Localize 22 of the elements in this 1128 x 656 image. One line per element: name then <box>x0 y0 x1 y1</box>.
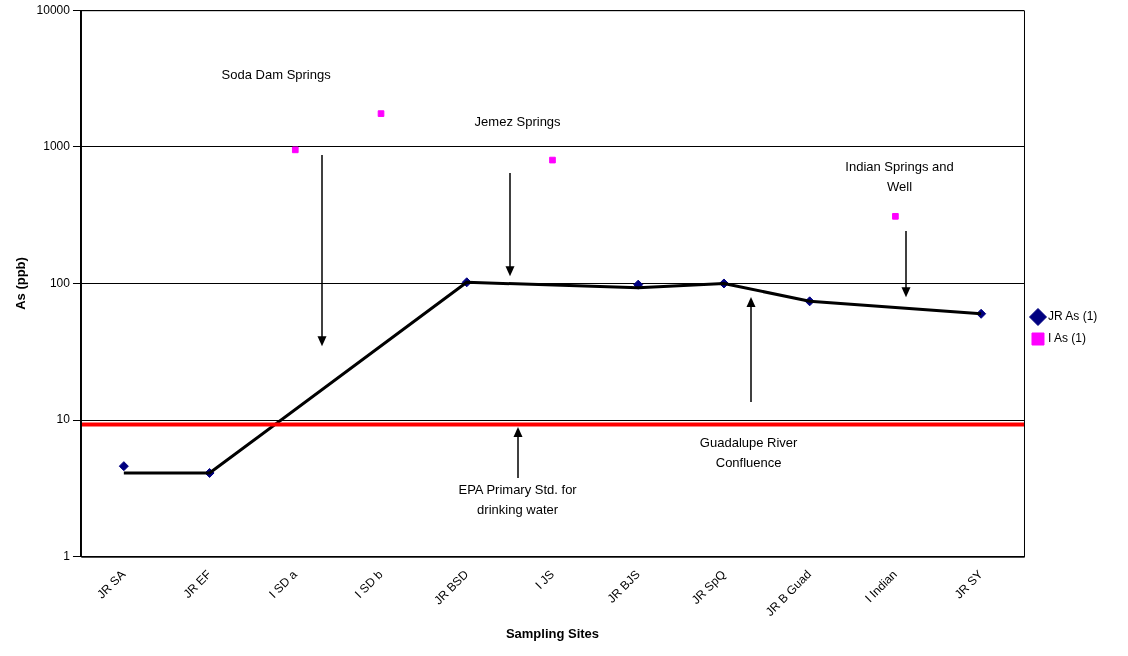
x-axis-title: Sampling Sites <box>505 625 600 641</box>
y-tick-label: 1000 <box>43 139 71 154</box>
legend-label: I As (1) <box>1048 331 1087 346</box>
legend-label: JR As (1) <box>1048 309 1098 324</box>
x-tick-label: I JS <box>532 567 557 592</box>
y-axis-title: As (ppb) <box>13 257 29 310</box>
x-tick-label: JR SA <box>94 567 129 602</box>
annotation: Jemez Springs <box>474 114 562 130</box>
x-tick-label: I SD a <box>266 567 300 601</box>
y-tick-label: 1 <box>63 549 71 564</box>
annotation: Soda Dam Springs <box>221 66 332 82</box>
y-tick-label: 10 <box>56 412 71 427</box>
annotation: Guadalupe River Confluence <box>699 434 799 470</box>
x-tick-label: JR BJS <box>604 567 643 606</box>
x-tick-label: JR EF <box>180 567 215 601</box>
ref-line-label: EPA Primary Std. for drinking water <box>458 481 578 517</box>
y-tick-label: 100 <box>49 275 71 290</box>
x-tick-label: I SD b <box>352 567 386 601</box>
y-tick-label: 10000 <box>36 2 71 17</box>
x-tick-label: JR SY <box>951 567 986 602</box>
x-tick-label: JR SpQ <box>688 567 729 607</box>
annotation: Indian Springs and Well <box>845 159 954 195</box>
